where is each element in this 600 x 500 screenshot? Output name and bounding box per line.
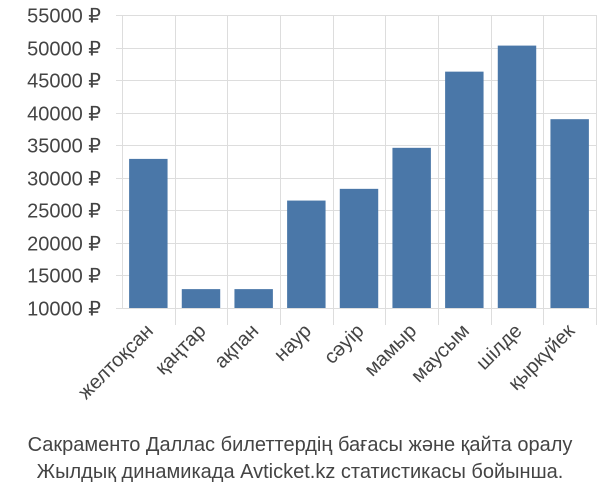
y-tick-label: 35000 ₽ bbox=[27, 136, 101, 158]
y-tick-label: 50000 ₽ bbox=[27, 39, 101, 61]
bar-1 bbox=[129, 158, 168, 308]
y-tick-label: 25000 ₽ bbox=[27, 201, 101, 223]
bar-6 bbox=[392, 147, 431, 308]
bar-2 bbox=[181, 289, 221, 308]
y-tick-label: 10000 ₽ bbox=[27, 299, 101, 321]
y-tick-label: 20000 ₽ bbox=[27, 234, 101, 256]
y-tick-label: 40000 ₽ bbox=[27, 104, 101, 126]
y-tick-label: 45000 ₽ bbox=[27, 71, 101, 93]
x-tick-label: сәуір bbox=[320, 320, 369, 369]
bar-5 bbox=[339, 188, 379, 308]
x-tick-label: маусым bbox=[407, 320, 474, 387]
bar-9 bbox=[550, 119, 589, 308]
y-tick-label: 15000 ₽ bbox=[27, 266, 101, 288]
y-tick-label: 55000 ₽ bbox=[27, 6, 101, 28]
chart-caption-line-1: Сакраменто Даллас билеттердің бағасы жән… bbox=[27, 434, 573, 456]
x-tick-label: желтоқсан bbox=[74, 320, 158, 404]
bar-4 bbox=[287, 200, 326, 308]
bar-chart: 10000 ₽ 15000 ₽ 20000 ₽ 25000 ₽ 30000 ₽ 35000… bbox=[27, 6, 597, 404]
x-tick-label: ақпан bbox=[210, 320, 263, 373]
bar-7 bbox=[445, 71, 484, 308]
bar-3 bbox=[234, 289, 273, 308]
grid-lines bbox=[122, 15, 597, 325]
chart-caption-line-2: Жылдық динамикада Avticket.kz статистика… bbox=[36, 461, 564, 483]
bar-8 bbox=[497, 45, 537, 308]
y-tick-label: 30000 ₽ bbox=[27, 169, 101, 191]
bars bbox=[129, 45, 589, 308]
x-tick-label: наур bbox=[270, 320, 316, 366]
x-tick-label: қаңтар bbox=[151, 320, 210, 379]
y-axis-ticks: 10000 ₽ 15000 ₽ 20000 ₽ 25000 ₽ 30000 ₽ 35000… bbox=[27, 6, 122, 321]
